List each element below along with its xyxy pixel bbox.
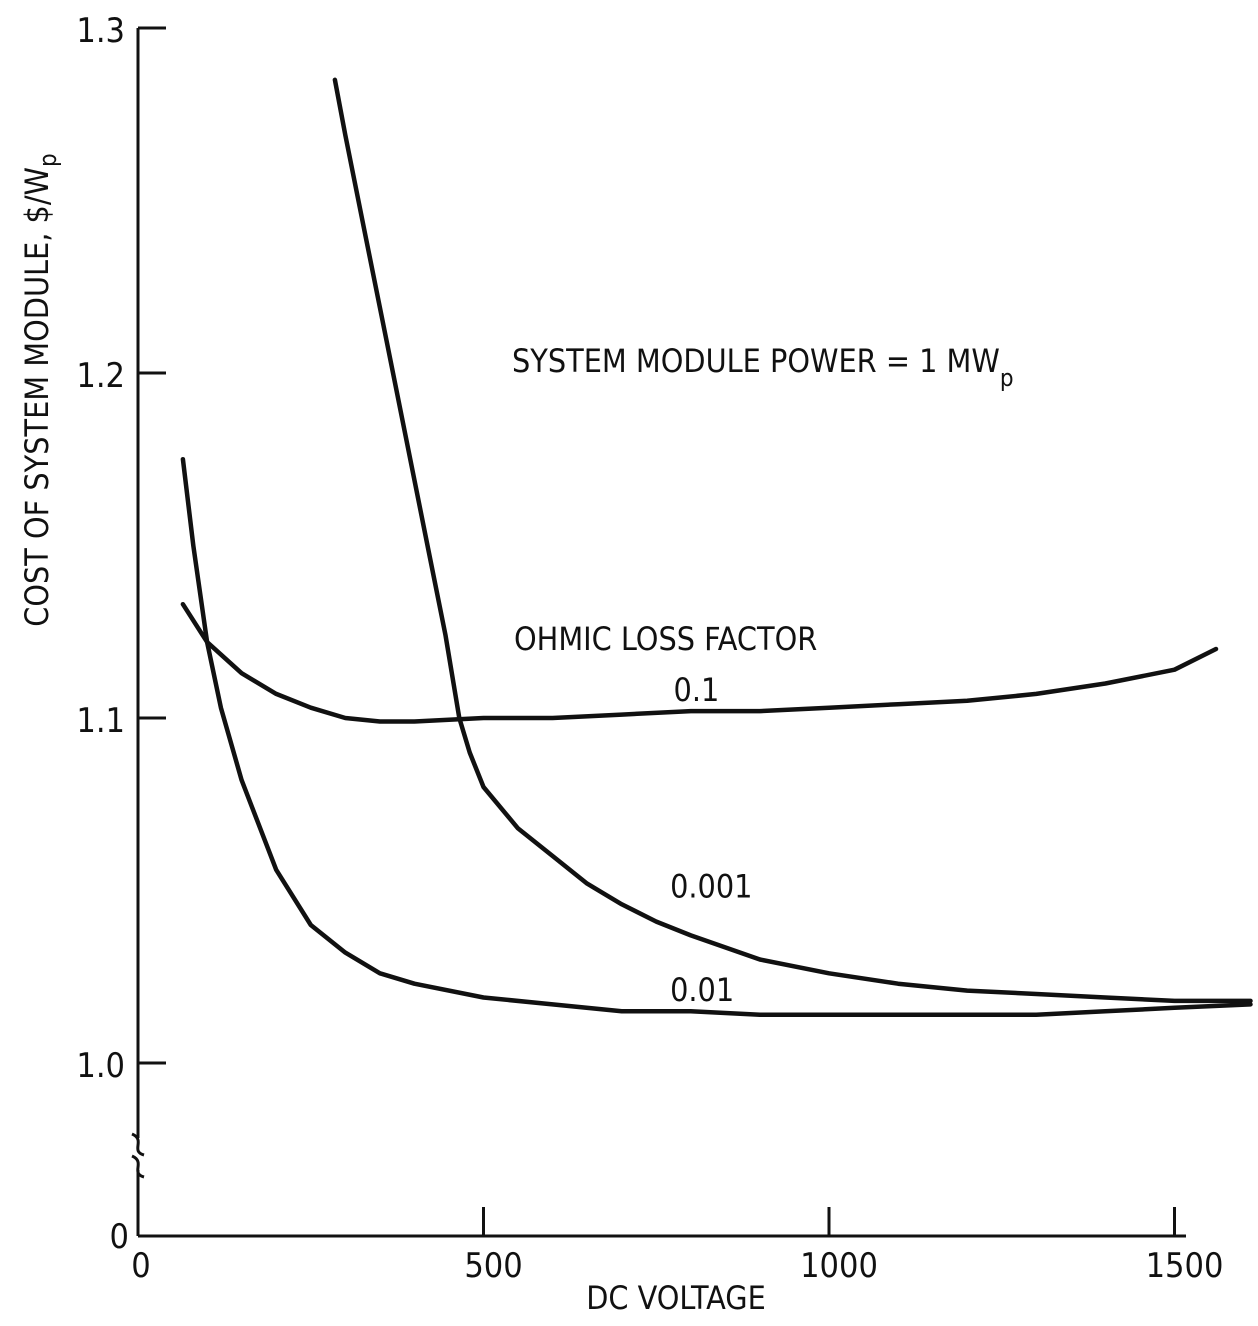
annotation-subscript: p — [1000, 364, 1014, 392]
y-axis-label-subscript: p — [34, 153, 62, 167]
series-label-2: 0.01 — [670, 971, 734, 1009]
series-line-0 — [180, 601, 1219, 724]
y-zero-label: 0 — [110, 1217, 129, 1257]
ohmic-loss-factor-title: OHMIC LOSS FACTOR — [514, 620, 817, 658]
y-tick-label: 1.0 — [76, 1046, 125, 1086]
x-tick-label: 1500 — [1146, 1246, 1224, 1286]
y-axis-label: COST OF SYSTEM MODULE, $/Wp — [18, 153, 62, 626]
series-line-1 — [332, 77, 1253, 1004]
ticks: 1.0 1.1 1.2 1.3 00 500 1000 1500 — [76, 11, 1223, 1286]
y-axis-break-mark — [131, 1132, 145, 1179]
y-axis-label-main: COST OF SYSTEM MODULE, $/W — [18, 167, 56, 627]
x-axis-label: DC VOLTAGE — [586, 1279, 766, 1317]
y-tick-label: 1.3 — [76, 11, 125, 51]
x-tick-label: 1000 — [800, 1246, 878, 1286]
x-tick-label: 0 — [131, 1246, 150, 1286]
annotation-main: SYSTEM MODULE POWER = 1 MW — [512, 342, 1000, 380]
labels: 0.1 0.001 0.01 — [670, 671, 752, 1009]
y-tick-label: 1.2 — [76, 356, 125, 396]
series-line-2 — [180, 456, 1253, 1017]
curves — [180, 77, 1253, 1017]
plot-area: 1.0 1.1 1.2 1.3 00 500 1000 1500 0.1 0.001 0.01 — [76, 11, 1253, 1286]
series-label-0: 0.1 — [674, 671, 720, 709]
system-module-power-annotation: SYSTEM MODULE POWER = 1 MWp — [512, 342, 1014, 392]
x-tick-label: 500 — [464, 1246, 522, 1286]
y-tick-label: 1.1 — [76, 701, 125, 741]
series-label-1: 0.001 — [670, 867, 752, 905]
